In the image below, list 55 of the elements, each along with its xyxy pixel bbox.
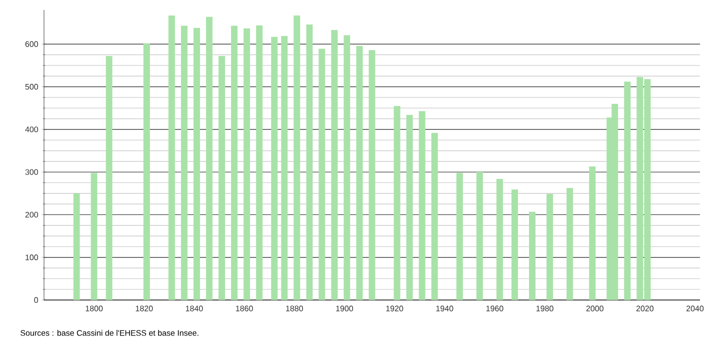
x-tick-label: 1920	[386, 306, 404, 312]
y-tick-label: 600	[25, 41, 38, 47]
x-tick-label: 1840	[186, 306, 203, 312]
bar	[90, 172, 98, 300]
bar	[528, 212, 536, 300]
bar	[418, 111, 426, 300]
bar	[180, 26, 188, 300]
bar	[206, 16, 213, 300]
y-tick-label: 400	[25, 126, 38, 132]
bar	[344, 35, 350, 300]
bar	[624, 82, 631, 300]
bar	[406, 114, 413, 300]
bar	[143, 43, 150, 300]
bar	[476, 172, 483, 300]
x-tick-label: 1960	[486, 306, 504, 312]
x-tick-label: 2040	[686, 306, 704, 312]
x-tick-label: 2020	[636, 306, 654, 312]
bar	[511, 190, 518, 300]
x-tick-label: 1880	[286, 306, 303, 312]
bar	[106, 56, 112, 300]
source-note: Sources : base Cassini de l'EHESS et base Insee.	[20, 330, 198, 336]
x-tick-label: 1940	[436, 306, 454, 312]
y-tick-label: 100	[26, 254, 38, 260]
x-tick-label: 1980	[536, 306, 554, 312]
y-tick-label: 500	[25, 84, 38, 90]
bar	[356, 46, 363, 300]
x-tick-label: 1800	[86, 306, 103, 312]
bar	[589, 166, 596, 300]
x-tick-label: 1820	[136, 306, 153, 312]
bar	[193, 28, 200, 300]
bar	[546, 194, 554, 300]
bar	[271, 36, 278, 300]
bar	[244, 28, 250, 300]
bar	[456, 172, 463, 300]
bar	[294, 16, 300, 300]
bar	[168, 16, 175, 300]
bar	[218, 56, 226, 300]
bar	[231, 26, 238, 300]
x-tick-label: 1860	[236, 306, 253, 312]
y-tick-label: 200	[25, 212, 38, 218]
y-tick-label: 0	[34, 297, 38, 303]
bar	[306, 24, 313, 300]
bar	[566, 188, 574, 300]
bar	[331, 30, 338, 300]
bar	[394, 106, 400, 300]
bar	[281, 36, 288, 300]
bar	[368, 50, 376, 300]
x-tick-label: 2000	[586, 306, 604, 312]
bar	[318, 48, 326, 300]
bar	[73, 193, 80, 300]
bar	[431, 132, 438, 300]
bar	[256, 25, 263, 300]
x-tick-label: 1900	[336, 306, 354, 312]
y-tick-label: 300	[25, 169, 38, 175]
bar	[496, 178, 503, 300]
